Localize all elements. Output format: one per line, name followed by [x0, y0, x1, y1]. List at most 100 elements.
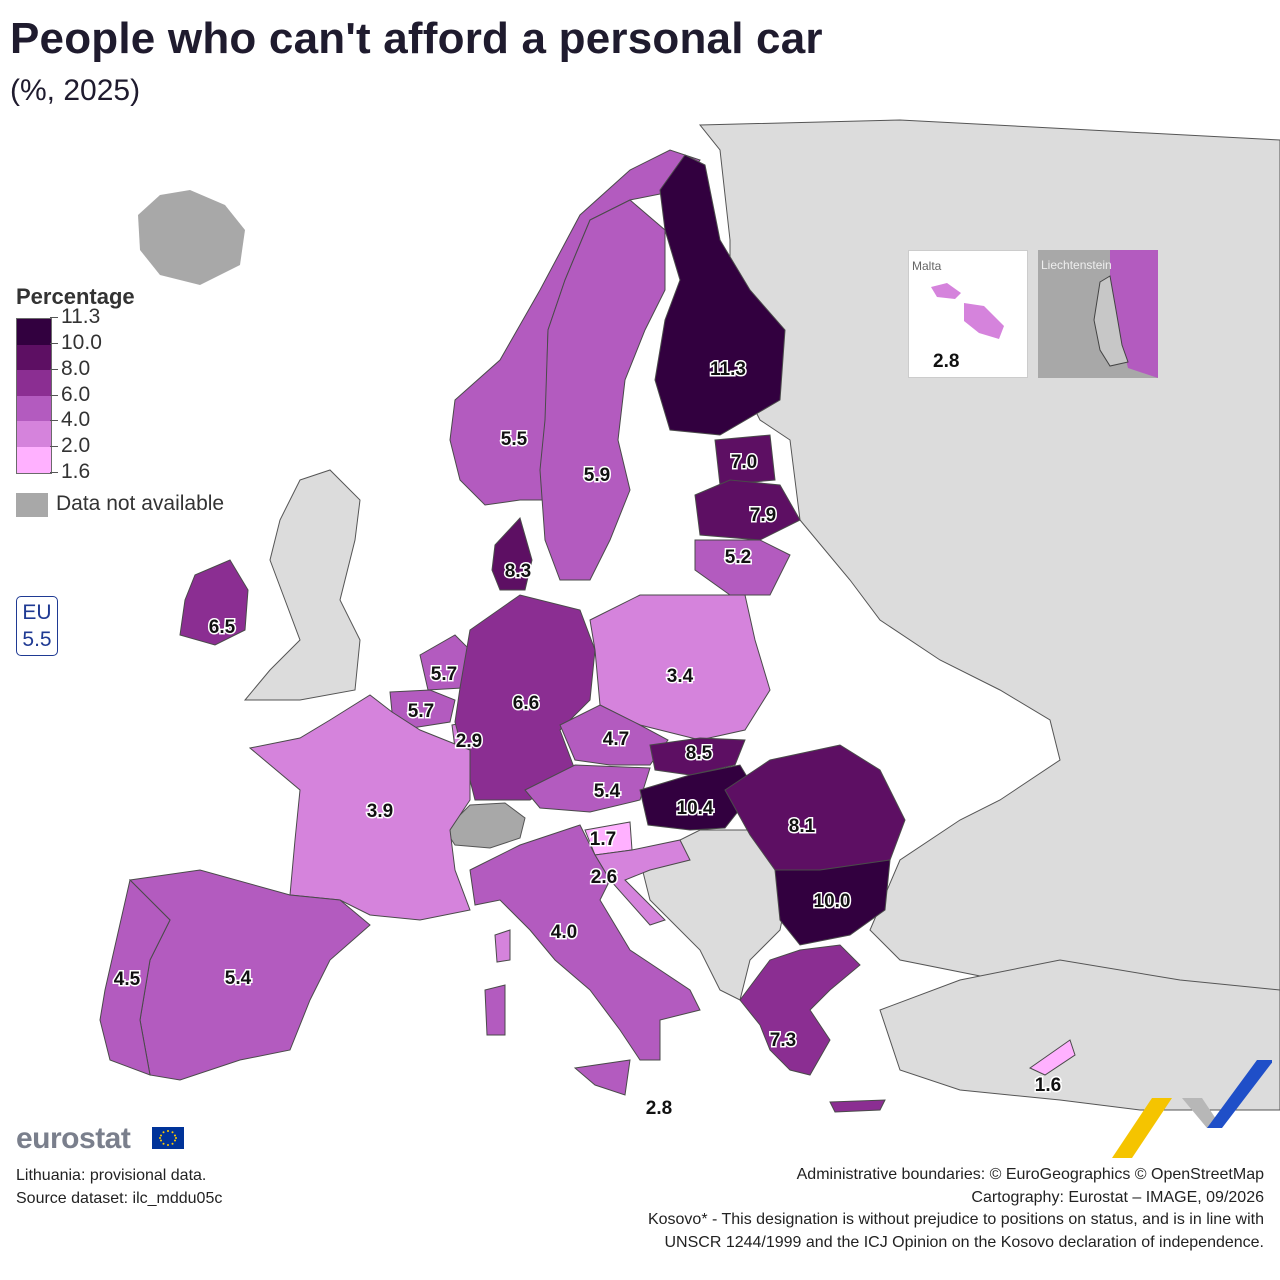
- label-be: 5.7: [408, 701, 434, 722]
- footer-notes: Lithuania: provisional data. Source data…: [16, 1164, 222, 1210]
- cyprus-shape: [1029, 1039, 1076, 1076]
- eu-average-value: 5.5: [22, 628, 52, 651]
- poland-shape: [589, 594, 771, 741]
- map-subtitle: (%, 2025): [10, 74, 141, 107]
- slovakia-shape: [649, 737, 746, 776]
- label-lt: 5.2: [725, 547, 751, 568]
- lithuania-shape: [694, 539, 791, 596]
- legend-swatch: [17, 446, 51, 473]
- legend-color-ramp: [16, 318, 52, 474]
- eu-average-label: EU: [22, 601, 52, 624]
- label-se: 5.9: [584, 465, 610, 486]
- croatia-shape: [594, 839, 691, 926]
- switzerland-shape: [444, 802, 526, 849]
- eu-flag-icon: [152, 1127, 184, 1149]
- portugal-shape: [99, 879, 171, 1076]
- eurostat-stripes-logo: [1112, 1060, 1272, 1158]
- estonia-shape: [714, 434, 776, 486]
- uk-land: [243, 469, 361, 701]
- legend-swatch: [17, 344, 51, 371]
- eu-average-box: EU 5.5: [16, 596, 58, 656]
- label-ie: 6.5: [209, 617, 236, 638]
- map-title: People who can't afford a personal car: [10, 14, 823, 63]
- label-ee: 7.0: [731, 452, 757, 473]
- finland-shape: [654, 154, 786, 436]
- label-fi: 11.3: [710, 359, 746, 380]
- malta-inset-value: 2.8: [933, 351, 960, 372]
- france-shape: [248, 694, 471, 921]
- label-gr: 7.3: [770, 1030, 796, 1051]
- label-dk: 8.3: [505, 561, 531, 582]
- corsica-shape: [494, 929, 511, 963]
- grey-stripe: [1182, 1098, 1222, 1128]
- malta-shape: [931, 283, 1004, 339]
- liechtenstein-inset: Liechtenstein: [1038, 250, 1158, 378]
- sardinia-shape: [484, 984, 506, 1036]
- label-sk: 8.5: [686, 743, 713, 764]
- iceland-shape: [138, 190, 245, 285]
- label-cy: 1.6: [1035, 1075, 1061, 1096]
- italy-shape: [469, 824, 701, 1061]
- label-it: 4.0: [551, 922, 577, 943]
- kosovo-note-1: Kosovo* - This designation is without pr…: [647, 1211, 1264, 1228]
- legend-tick: 6.0: [50, 383, 90, 407]
- romania-shape: [724, 744, 906, 871]
- legend-tick: 11.3: [50, 305, 100, 329]
- legend-tick: 8.0: [50, 357, 90, 381]
- bulgaria-shape: [774, 859, 891, 946]
- label-pt: 4.5: [114, 969, 141, 990]
- crete-shape: [829, 1099, 886, 1113]
- label-lu: 2.9: [456, 731, 482, 752]
- legend-tick: 2.0: [50, 434, 90, 458]
- sweden-shape: [539, 199, 666, 581]
- legend-na-swatch: [16, 493, 48, 517]
- latvia-shape: [694, 479, 801, 541]
- turkey-land: [879, 959, 1280, 1111]
- label-pl: 3.4: [667, 666, 694, 687]
- label-hu: 10.4: [677, 798, 714, 819]
- credit-cartography: Cartography: Eurostat – IMAGE, 09/2026: [971, 1188, 1264, 1206]
- ireland-shape: [179, 559, 249, 646]
- credit-boundaries: Administrative boundaries: © EuroGeograp…: [796, 1166, 1264, 1183]
- eurostat-logo: eurostat: [16, 1122, 131, 1155]
- legend-tick: 10.0: [50, 331, 102, 355]
- label-fr: 3.9: [367, 801, 393, 822]
- legend-swatch: [17, 319, 51, 345]
- footer-credits: Administrative boundaries: © EuroGeograp…: [648, 1164, 1264, 1254]
- legend-body: 11.3 10.0 8.0 6.0 4.0 2.0 1.6 Data not a…: [16, 305, 256, 530]
- label-mt-main: 2.8: [646, 1098, 672, 1119]
- legend: Percentage 11.3 10.0 8.0 6.0 4.0 2.0 1.6…: [16, 284, 256, 530]
- label-bg: 10.0: [814, 891, 851, 912]
- legend-swatch: [17, 395, 51, 422]
- austria-shape: [524, 764, 651, 813]
- kosovo-note-2: UNSCR 1244/1999 and the ICJ Opinion on t…: [664, 1233, 1264, 1251]
- blue-stripe: [1207, 1060, 1272, 1128]
- malta-inset: Malta 2.8: [908, 250, 1028, 378]
- legend-tick: 4.0: [50, 408, 90, 432]
- label-lv: 7.9: [750, 505, 776, 526]
- legend-tick: 1.6: [50, 460, 90, 484]
- malta-inset-label: Malta: [912, 259, 942, 273]
- yellow-stripe: [1112, 1098, 1172, 1158]
- label-cz: 4.7: [603, 729, 629, 750]
- label-es: 5.4: [225, 968, 252, 989]
- denmark-shape: [491, 517, 533, 591]
- label-at: 5.4: [594, 781, 621, 802]
- label-hr: 2.6: [591, 867, 617, 888]
- footnote-lithuania: Lithuania: provisional data.: [16, 1167, 207, 1184]
- liechtenstein-inset-map: [1093, 250, 1158, 378]
- label-si: 1.7: [590, 829, 616, 850]
- liechtenstein-shape: [1093, 275, 1129, 367]
- sicily-shape: [573, 1059, 631, 1096]
- legend-swatch: [17, 370, 51, 396]
- legend-na-label: Data not available: [56, 492, 225, 515]
- legend-swatch: [17, 421, 51, 447]
- malta-inset-map: [931, 283, 1004, 339]
- label-ro: 8.1: [789, 816, 816, 837]
- label-nl: 5.7: [431, 664, 457, 685]
- greece-shape: [739, 944, 861, 1076]
- label-de: 6.6: [513, 693, 539, 714]
- footnote-source: Source dataset: ilc_mddu05c: [16, 1190, 223, 1207]
- liechtenstein-inset-label: Liechtenstein: [1041, 258, 1112, 272]
- label-no: 5.5: [501, 429, 528, 450]
